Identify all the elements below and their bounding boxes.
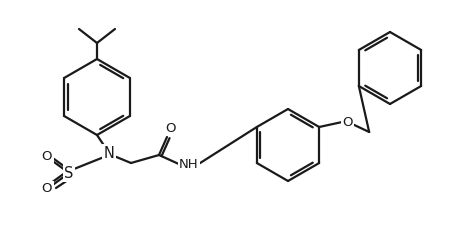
Text: O: O (165, 122, 175, 134)
Text: N: N (104, 146, 114, 160)
Text: O: O (342, 116, 352, 128)
Text: O: O (42, 183, 52, 195)
Text: O: O (42, 151, 52, 163)
Text: NH: NH (179, 158, 199, 172)
Text: S: S (64, 165, 74, 181)
